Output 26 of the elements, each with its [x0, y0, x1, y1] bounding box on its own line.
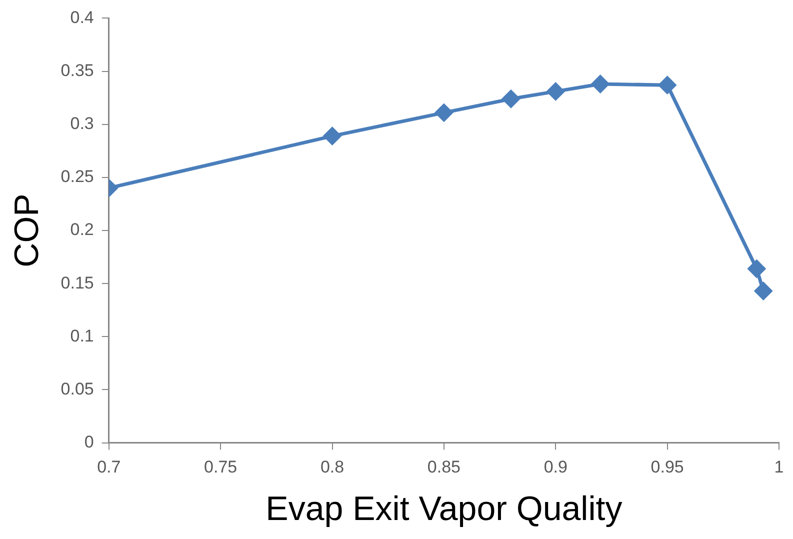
y-tick-label: 0.05: [60, 379, 94, 398]
x-tick-label: 0.8: [320, 458, 344, 477]
x-tick-label: 0.95: [650, 458, 684, 477]
y-tick-label: 0.15: [60, 273, 94, 292]
x-tick-label: 1: [774, 458, 784, 477]
x-axis-title: Evap Exit Vapor Quality: [266, 490, 622, 528]
point: [324, 127, 342, 145]
y-tick-label: 0.3: [70, 114, 94, 134]
point: [546, 82, 564, 100]
point: [658, 76, 676, 94]
point: [502, 90, 520, 108]
point: [435, 104, 453, 122]
point: [754, 282, 772, 300]
x-tick-label: 0.9: [544, 458, 568, 477]
x-tick-label: 0.7: [97, 458, 121, 477]
y-tick-label: 0.35: [60, 60, 94, 80]
y-tick-label: 0.25: [60, 167, 94, 186]
point: [748, 260, 766, 278]
y-axis-title: COP: [8, 194, 46, 268]
y-tick-label: 0.1: [70, 326, 94, 346]
point: [592, 75, 610, 93]
x-tick-label: 0.85: [427, 458, 460, 477]
y-tick-label: 0: [84, 432, 94, 452]
x-tick-label: 0.75: [204, 458, 238, 477]
y-tick-label: 0.2: [70, 220, 94, 240]
y-tick-label: 0.4: [70, 8, 94, 27]
